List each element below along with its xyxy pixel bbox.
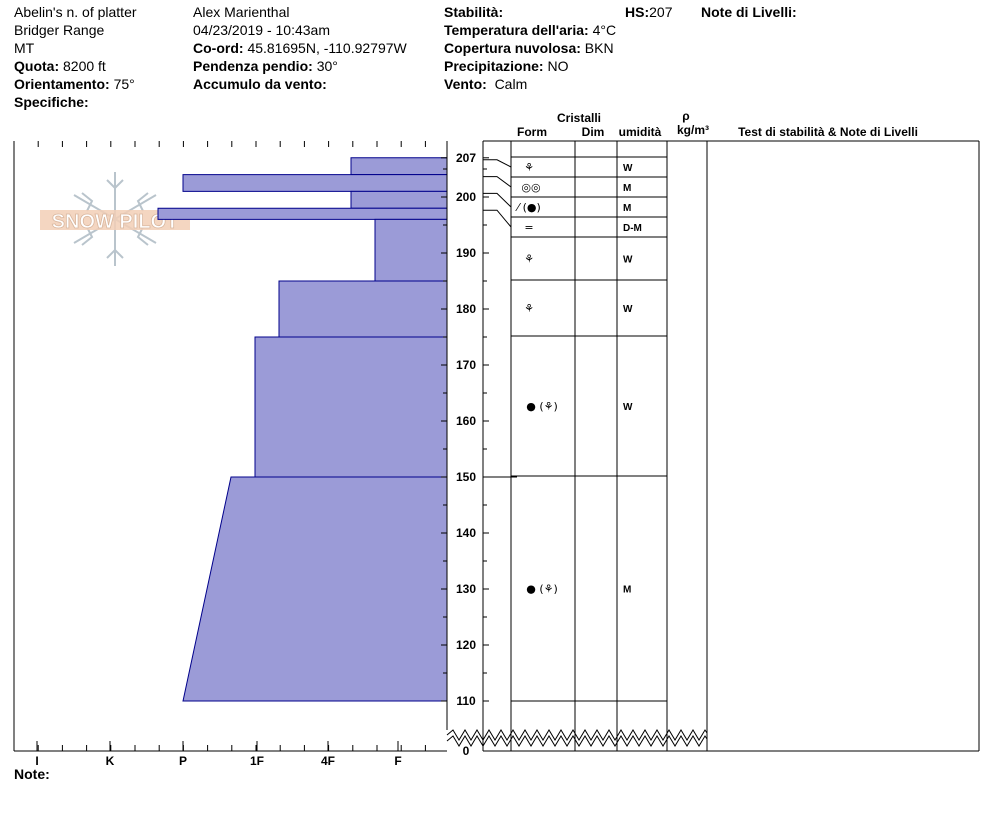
hardness-bar bbox=[157, 207, 448, 220]
hardness-tick-label: 1F bbox=[250, 754, 264, 768]
header-observer-block: Alex Marienthal 04/23/2019 - 10:43am Co-… bbox=[193, 3, 407, 93]
header-location-block: Abelin's n. of platter Bridger Range MT … bbox=[14, 3, 137, 111]
hardness-bar bbox=[182, 476, 448, 702]
elevation-label: Quota: bbox=[14, 58, 60, 74]
wind-label: Vento: bbox=[444, 76, 487, 92]
grain-form-symbol: = bbox=[524, 221, 533, 234]
grain-form-symbol: ⚘ bbox=[524, 302, 534, 315]
notes-label: Note: bbox=[14, 766, 50, 782]
moisture-value: M bbox=[623, 203, 631, 214]
elevation-value: 8200 ft bbox=[63, 58, 106, 74]
header-conditions-block: Stabilità: Temperatura dell'aria: 4°C Co… bbox=[444, 3, 616, 93]
specifics-label: Specifiche: bbox=[14, 94, 89, 110]
crystals-header: Cristalli bbox=[557, 111, 601, 125]
depth-tick-label: 190 bbox=[456, 246, 476, 260]
moisture-value: W bbox=[623, 304, 633, 315]
coords-value: 45.81695N, -110.92797W bbox=[247, 40, 407, 56]
hardness-tick-label: I bbox=[35, 754, 38, 768]
logo-text: SNOW PILOT bbox=[52, 211, 179, 233]
sky-value: BKN bbox=[584, 40, 614, 56]
stability-label: Stabilità: bbox=[444, 4, 504, 20]
slope-value: 30° bbox=[316, 58, 338, 74]
moisture-value: W bbox=[623, 402, 633, 413]
layer-table-frame bbox=[482, 140, 980, 752]
aspect-value: 75° bbox=[113, 76, 135, 92]
tests-header: Test di stabilità & Note di Livelli bbox=[738, 125, 918, 139]
grain-form-symbol: ⚘ bbox=[524, 161, 534, 174]
logo-banner bbox=[40, 210, 190, 230]
grain-form-symbol: ● (⚘) bbox=[526, 583, 558, 596]
hardness-bar bbox=[182, 174, 448, 192]
size-header: Dim bbox=[582, 125, 605, 139]
hardness-tick-label: P bbox=[179, 754, 187, 768]
grain-form-symbol: ◎◎ bbox=[521, 181, 540, 194]
hardness-bar bbox=[254, 336, 448, 478]
location-name: Abelin's n. of platter bbox=[14, 4, 137, 20]
form-header: Form bbox=[517, 125, 547, 139]
air-temp-label: Temperatura dell'aria: bbox=[444, 22, 589, 38]
layer-connector bbox=[483, 192, 512, 208]
layer-connector bbox=[483, 176, 512, 188]
hs: HS:207 bbox=[625, 3, 672, 21]
moisture-value: W bbox=[623, 255, 633, 266]
depth-tick-label: 0 bbox=[463, 744, 470, 758]
coords-label: Co-ord: bbox=[193, 40, 244, 56]
precip-value: NO bbox=[547, 58, 569, 74]
rho-header: ρ bbox=[682, 109, 689, 123]
slope-label: Pendenza pendio: bbox=[193, 58, 313, 74]
depth-tick-label: 170 bbox=[456, 358, 476, 372]
hs-label: HS: bbox=[625, 4, 650, 20]
hardness-bar bbox=[350, 157, 448, 176]
hardness-bar bbox=[350, 190, 448, 209]
hs-value: 207 bbox=[649, 4, 673, 20]
mountain-range: Bridger Range bbox=[14, 22, 105, 38]
depth-tick-label: 150 bbox=[456, 470, 476, 484]
axis-break-marker bbox=[446, 729, 708, 747]
elevation: Quota: 8200 ft bbox=[14, 57, 137, 75]
density-unit-header: kg/m³ bbox=[677, 123, 709, 137]
depth-tick-label: 130 bbox=[456, 582, 476, 596]
hardness-tick-label: 4F bbox=[321, 754, 335, 768]
moisture-header: umidità bbox=[619, 125, 662, 139]
observation-datetime: 04/23/2019 - 10:43am bbox=[193, 22, 330, 38]
aspect: Orientamento: 75° bbox=[14, 75, 137, 93]
depth-tick-label: 110 bbox=[456, 694, 476, 708]
layer-notes-header: Note di Livelli: bbox=[701, 3, 797, 21]
moisture-value: M bbox=[623, 585, 631, 596]
aspect-label: Orientamento: bbox=[14, 76, 110, 92]
wind-value: Calm bbox=[494, 76, 528, 92]
grain-form-symbol: ● (⚘) bbox=[526, 400, 558, 413]
state: MT bbox=[14, 40, 35, 56]
notes-footer: Note: bbox=[14, 765, 50, 783]
precip-label: Precipitazione: bbox=[444, 58, 544, 74]
layer-connector bbox=[483, 209, 512, 228]
grain-form-symbol: ⁄ (●) bbox=[514, 201, 541, 214]
observer-name: Alex Marienthal bbox=[193, 4, 290, 20]
air-temp-value: 4°C bbox=[592, 22, 617, 38]
depth-tick-label: 140 bbox=[456, 526, 476, 540]
depth-tick-label: 160 bbox=[456, 414, 476, 428]
moisture-value: M bbox=[623, 183, 631, 194]
layer-notes-label: Note di Livelli: bbox=[701, 4, 797, 20]
hardness-bar bbox=[278, 280, 448, 338]
hardness-tick-label: F bbox=[394, 754, 401, 768]
depth-tick-label: 200 bbox=[456, 190, 476, 204]
hardness-bar bbox=[374, 218, 448, 282]
hardness-tick-label: K bbox=[106, 754, 115, 768]
depth-tick-label: 180 bbox=[456, 302, 476, 316]
sky-label: Copertura nuvolosa: bbox=[444, 40, 581, 56]
depth-tick-label: 207 bbox=[456, 151, 476, 165]
grain-form-symbol: ⚘ bbox=[524, 253, 534, 266]
wind-loading-label: Accumulo da vento: bbox=[193, 76, 327, 92]
moisture-value: W bbox=[623, 163, 633, 174]
snowpilot-logo: SNOW PILOT bbox=[40, 172, 190, 266]
moisture-value: D-M bbox=[623, 223, 642, 234]
depth-tick-label: 120 bbox=[456, 638, 476, 652]
layer-connector bbox=[483, 159, 512, 168]
